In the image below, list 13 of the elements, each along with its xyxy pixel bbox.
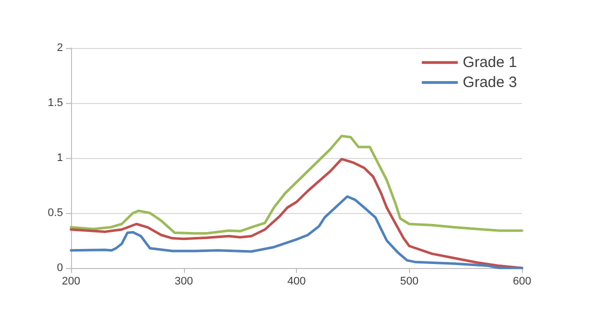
- y-tick-label: 0.5: [48, 207, 63, 219]
- legend-label: Grade 3: [462, 74, 518, 91]
- x-tick-label: 300: [174, 276, 193, 288]
- legend-label: Grade 1: [462, 54, 518, 71]
- x-tick-label: 600: [512, 276, 532, 288]
- x-tick-label: 500: [400, 276, 418, 288]
- y-tick-label: 0: [56, 262, 63, 274]
- line-series: [70, 134, 524, 235]
- y-tick-label: 2: [56, 42, 63, 54]
- y-tick-label: 1: [56, 152, 63, 164]
- x-tick-label: 400: [287, 276, 306, 288]
- y-tick-label: 1.5: [48, 97, 63, 109]
- x-tick-label: 200: [62, 276, 80, 288]
